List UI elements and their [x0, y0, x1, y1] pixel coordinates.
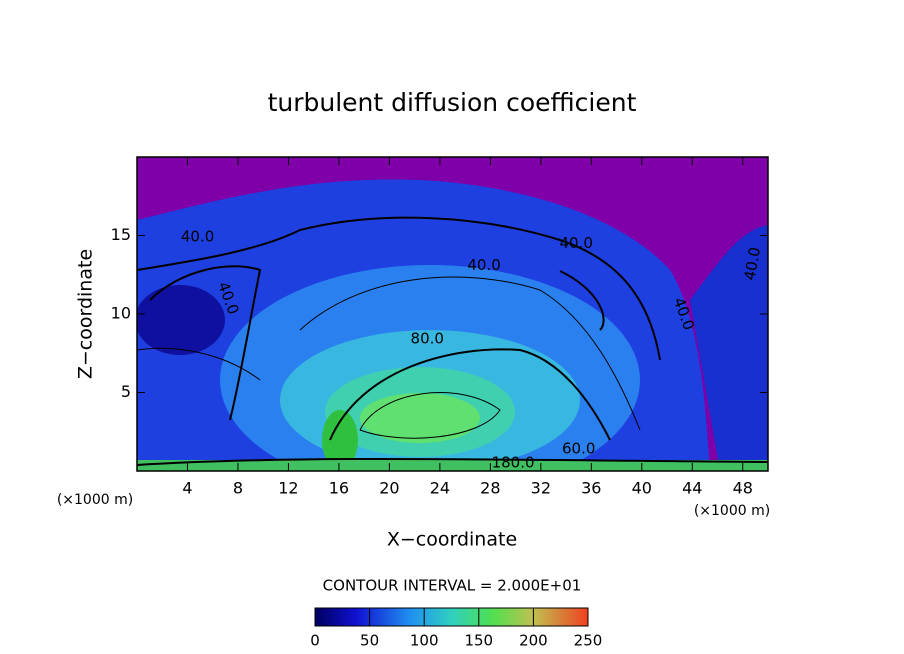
x-tick-label: 32	[531, 479, 551, 498]
x-tick-label: 48	[733, 479, 753, 498]
x-tick-label: 28	[480, 479, 500, 498]
colorbar-tick-label: 100	[410, 632, 439, 650]
x-unit-left: (×1000 m)	[57, 492, 133, 508]
x-axis-label: X−coordinate	[387, 529, 517, 551]
colorbar-tick-label: 250	[574, 632, 603, 650]
contour-interval: CONTOUR INTERVAL = 2.000E+01	[323, 577, 582, 595]
y-tick-label: 15	[111, 225, 131, 244]
y-tick-label: 5	[121, 382, 131, 401]
colorbar	[314, 607, 589, 627]
x-tick-label: 12	[278, 479, 298, 498]
x-tick-label: 36	[581, 479, 601, 498]
x-tick-label: 44	[682, 479, 702, 498]
contour-label: 40.0	[559, 234, 592, 252]
contour-label: 80.0	[411, 330, 444, 348]
x-tick-label: 8	[233, 479, 243, 498]
contour-field	[137, 157, 768, 471]
x-tick-label: 16	[329, 479, 349, 498]
chart-title: turbulent diffusion coefficient	[268, 88, 637, 117]
colorbar-tick-label: 50	[360, 632, 379, 650]
colorbar-tick-label: 200	[519, 632, 548, 650]
contour-label: 60.0	[562, 440, 595, 458]
contour-label: 180.0	[492, 454, 535, 472]
contour-label: 40.0	[467, 256, 500, 274]
y-tick-label: 10	[111, 304, 131, 323]
x-unit-right: (×1000 m)	[694, 503, 770, 519]
contour-label: 40.0	[741, 246, 765, 282]
x-tick-label: 24	[430, 479, 450, 498]
contour-label: 40.0	[181, 228, 214, 246]
y-axis-label: Z−coordinate	[75, 249, 97, 379]
colorbar-tick-label: 150	[464, 632, 493, 650]
colorbar-tick-label: 0	[310, 632, 320, 650]
x-tick-label: 40	[632, 479, 652, 498]
x-tick-label: 20	[379, 479, 399, 498]
x-tick-label: 4	[182, 479, 192, 498]
